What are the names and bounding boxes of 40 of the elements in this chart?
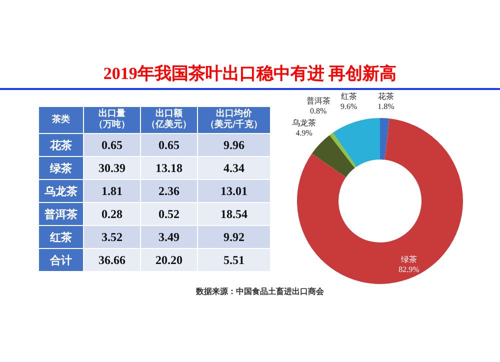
- slice-label: 绿茶: [400, 255, 417, 264]
- data-label: 3.52: [84, 226, 140, 248]
- source-note: 数据来源：中国食品土畜进出口商会: [195, 286, 325, 297]
- data-label: 1.81: [84, 180, 140, 202]
- data-label: 9.6%: [340, 102, 358, 112]
- chart-title: 2019年我国茶叶出口稳中有进 再创新高: [102, 63, 398, 85]
- y-tick-label: 花茶: [39, 134, 83, 156]
- data-label: 13.01: [198, 180, 270, 202]
- slice-label: 普洱茶: [306, 96, 330, 106]
- y-tick-label: 红茶: [39, 226, 83, 248]
- data-label: 5.51: [198, 249, 270, 271]
- y-tick-label: 绿茶: [39, 157, 83, 179]
- y-tick-label: 合计: [39, 249, 83, 271]
- data-label: 20.20: [141, 249, 197, 271]
- data-label: 18.54: [198, 203, 270, 225]
- slice-label: 红茶: [340, 92, 357, 102]
- data-label: 4.34: [198, 157, 270, 179]
- data-label: 3.49: [141, 226, 197, 248]
- data-label: 1.8%: [378, 102, 395, 112]
- data-label: 4.9%: [296, 128, 313, 138]
- x-tick-label: 出口量（万吨）: [84, 107, 140, 133]
- slice-label: 花茶: [378, 92, 394, 102]
- data-label: 36.66: [84, 249, 140, 271]
- data-label: 0.28: [84, 203, 140, 225]
- data-label: 82.9%: [398, 265, 420, 274]
- x-tick-label: 出口额（亿美元）: [141, 107, 197, 133]
- x-tick-label: 出口均价（美元/千克）: [198, 107, 270, 133]
- y-tick-label: 普洱茶: [39, 203, 83, 225]
- data-label: 13.18: [141, 157, 197, 179]
- data-label: 0.65: [84, 134, 140, 156]
- data-label: 0.65: [141, 134, 197, 156]
- slice-label: 乌龙茶: [292, 118, 316, 128]
- y-axis-title: 茶类: [39, 107, 83, 133]
- y-tick-label: 乌龙茶: [39, 180, 83, 202]
- data-label: 0.52: [141, 203, 197, 225]
- data-label: 0.8%: [310, 106, 327, 116]
- data-label: 30.39: [84, 157, 140, 179]
- data-label: 2.36: [141, 180, 197, 202]
- data-label: 9.92: [198, 226, 270, 248]
- data-label: 9.96: [198, 134, 270, 156]
